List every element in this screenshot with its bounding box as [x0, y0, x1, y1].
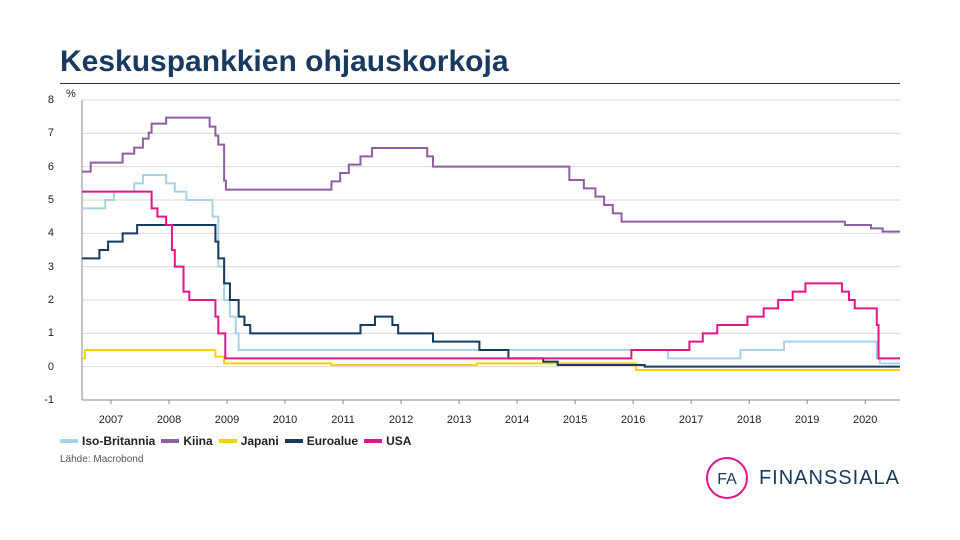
series-Iso-Britannia — [82, 175, 900, 363]
legend-swatch — [364, 439, 382, 443]
legend-swatch — [161, 439, 179, 443]
legend-item: USA — [364, 434, 411, 448]
x-tick: 2009 — [215, 414, 239, 426]
series-Euroalue — [82, 225, 900, 367]
x-tick: 2018 — [737, 414, 761, 426]
y-tick: 8 — [38, 94, 54, 106]
x-tick: 2013 — [447, 414, 471, 426]
legend-label: Iso-Britannia — [82, 434, 155, 448]
y-tick: 4 — [38, 227, 54, 239]
x-tick: 2020 — [853, 414, 877, 426]
legend-swatch — [60, 439, 78, 443]
y-tick: 0 — [38, 361, 54, 373]
x-tick: 2017 — [679, 414, 703, 426]
legend: Iso-Britannia Kiina Japani Euroalue USA — [60, 434, 900, 448]
x-tick: 2014 — [505, 414, 529, 426]
y-tick: 6 — [38, 161, 54, 173]
legend-label: USA — [386, 434, 411, 448]
x-tick: 2016 — [621, 414, 645, 426]
x-tick: 2008 — [157, 414, 181, 426]
legend-item: Kiina — [161, 434, 212, 448]
x-tick: 2019 — [795, 414, 819, 426]
y-tick: 5 — [38, 194, 54, 206]
page-title: Keskuspankkien ohjauskorkoja — [60, 45, 900, 79]
logo-mark-icon: FA — [705, 456, 749, 500]
legend-swatch — [285, 439, 303, 443]
y-tick: 1 — [38, 327, 54, 339]
chart-svg — [60, 90, 902, 408]
y-tick: 3 — [38, 261, 54, 273]
x-tick: 2012 — [389, 414, 413, 426]
x-tick: 2010 — [273, 414, 297, 426]
x-tick: 2015 — [563, 414, 587, 426]
x-tick: 2011 — [331, 414, 355, 426]
y-tick: 7 — [38, 127, 54, 139]
chart-area: % -1012345678200720082009201020112012201… — [60, 90, 900, 410]
title-underline — [60, 83, 900, 84]
logo-text: FINANSSIALA — [759, 467, 900, 490]
slide: Keskuspankkien ohjauskorkoja % -10123456… — [0, 0, 960, 540]
y-tick: 2 — [38, 294, 54, 306]
legend-label: Japani — [241, 434, 279, 448]
x-tick: 2007 — [99, 414, 123, 426]
brand-logo: FA FINANSSIALA — [705, 456, 900, 500]
legend-label: Kiina — [183, 434, 212, 448]
legend-item: Euroalue — [285, 434, 358, 448]
series-Kiina — [82, 118, 900, 232]
legend-swatch — [219, 439, 237, 443]
svg-text:FA: FA — [717, 471, 737, 488]
y-tick: -1 — [38, 394, 54, 406]
legend-item: Iso-Britannia — [60, 434, 155, 448]
legend-label: Euroalue — [307, 434, 358, 448]
legend-item: Japani — [219, 434, 279, 448]
